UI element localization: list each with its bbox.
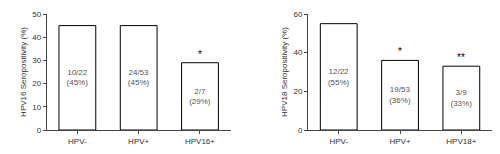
svg-text:20: 20 [294, 87, 303, 96]
svg-text:HPV-: HPV- [329, 137, 348, 146]
svg-text:0: 0 [37, 126, 42, 135]
svg-text:HPV16 Seropositivity (%): HPV16 Seropositivity (%) [19, 27, 28, 117]
svg-text:19/53(36%): 19/53(36%) [389, 85, 411, 104]
svg-text:20: 20 [32, 79, 41, 88]
svg-text:40: 40 [294, 48, 303, 57]
svg-text:10/22(45%): 10/22(45%) [67, 68, 89, 87]
svg-text:**: ** [457, 52, 465, 63]
svg-text:HPV+: HPV+ [389, 137, 410, 146]
svg-text:24/53(45%): 24/53(45%) [128, 68, 150, 87]
svg-text:3/9(33%): 3/9(33%) [451, 88, 473, 107]
svg-text:HPV18 Seropositivity (%): HPV18 Seropositivity (%) [280, 27, 289, 117]
svg-text:40: 40 [32, 33, 41, 42]
svg-text:HPV+: HPV+ [128, 137, 149, 146]
svg-text:60: 60 [294, 10, 303, 19]
svg-text:10: 10 [32, 103, 41, 112]
svg-text:*: * [398, 46, 402, 57]
svg-text:HPV16+: HPV16+ [185, 137, 215, 146]
svg-text:0: 0 [298, 126, 303, 135]
svg-text:HPV-: HPV- [68, 137, 87, 146]
svg-text:2/7(29%): 2/7(29%) [189, 87, 211, 106]
svg-text:HPV18+: HPV18+ [446, 137, 476, 146]
svg-text:30: 30 [32, 56, 41, 65]
svg-text:50: 50 [32, 10, 41, 19]
svg-text:*: * [198, 49, 202, 60]
svg-text:12/22(55%): 12/22(55%) [328, 67, 350, 86]
